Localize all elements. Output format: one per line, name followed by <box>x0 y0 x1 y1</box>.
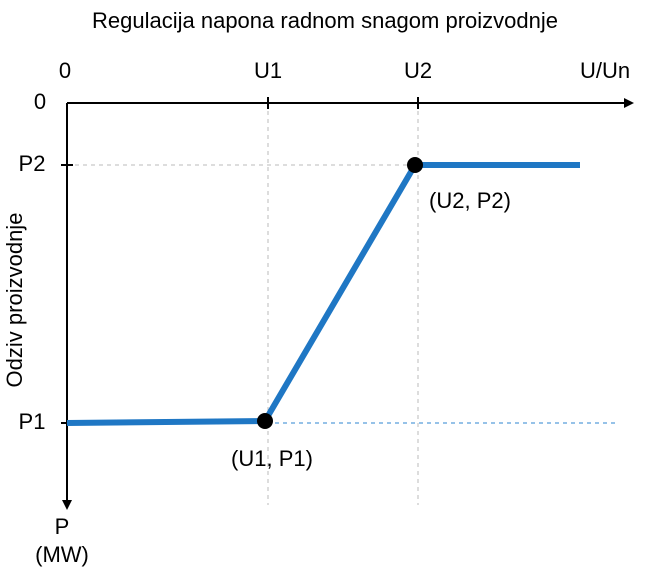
y-tick-label: 0 <box>34 89 46 114</box>
point-label: (U2, P2) <box>429 188 511 213</box>
response-curve <box>66 162 580 426</box>
x-tick-label: U1 <box>254 58 282 83</box>
y-unit: P <box>55 514 70 539</box>
y-axis-label: Odziv proizvodnje <box>2 213 27 388</box>
x-axis-label: U/Un <box>580 58 630 83</box>
y-tick-label: P2 <box>19 151 46 176</box>
x-tick-label: 0 <box>59 58 71 83</box>
y-tick-label: P1 <box>19 409 46 434</box>
x-tick-label: U2 <box>404 58 432 83</box>
point-label: (U1, P1) <box>231 446 313 471</box>
title: Regulacija napona radnom snagom proizvod… <box>92 8 558 33</box>
point <box>407 157 423 173</box>
y-unit: (MW) <box>35 542 89 567</box>
point <box>257 413 273 429</box>
